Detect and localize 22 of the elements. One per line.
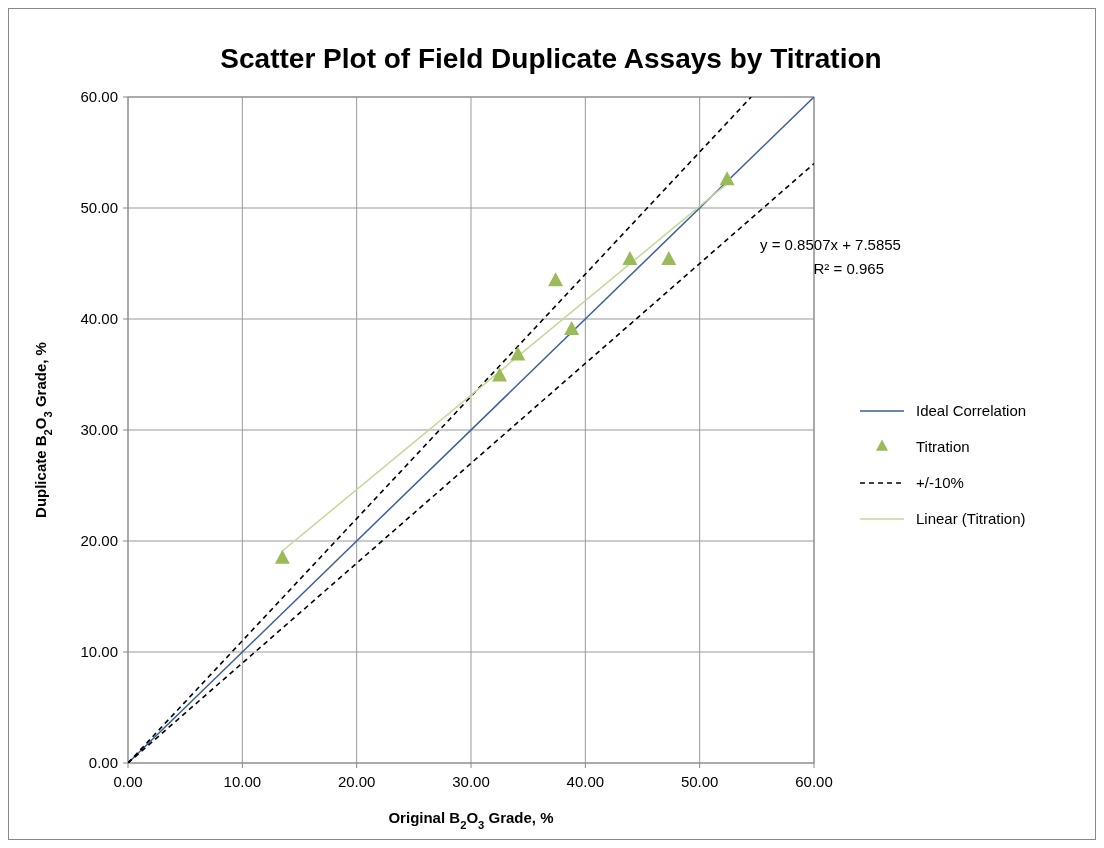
y-tick-label: 20.00 xyxy=(80,532,118,549)
x-tick-label: 50.00 xyxy=(680,773,719,790)
annotation: y = 0.8507x + 7.5855 xyxy=(760,236,901,253)
legend-label: Linear (Titration) xyxy=(916,510,1026,527)
legend-label: Titration xyxy=(916,438,970,455)
legend-label: +/-10% xyxy=(916,474,964,491)
y-tick-label: 30.00 xyxy=(80,421,118,438)
y-tick-label: 0.00 xyxy=(88,754,118,771)
x-tick-label: 10.00 xyxy=(223,773,262,790)
y-tick-label: 50.00 xyxy=(80,199,118,216)
x-tick-label: 0.00 xyxy=(113,773,143,790)
y-tick-label: 10.00 xyxy=(80,643,118,660)
y-tick-label: 60.00 xyxy=(80,88,118,105)
x-tick-label: 20.00 xyxy=(337,773,376,790)
x-tick-label: 40.00 xyxy=(566,773,605,790)
annotation: R² = 0.965 xyxy=(813,260,884,277)
legend-label: Ideal Correlation xyxy=(916,402,1027,419)
x-tick-label: 30.00 xyxy=(452,773,490,790)
x-tick-label: 60.00 xyxy=(795,773,833,790)
x-axis-title: Original B$_{2}$O$_{3}$ Grade, % xyxy=(388,809,554,831)
chart-title: Scatter Plot of Field Duplicate Assays by Titration xyxy=(220,43,882,74)
y-tick-label: 40.00 xyxy=(80,310,118,327)
